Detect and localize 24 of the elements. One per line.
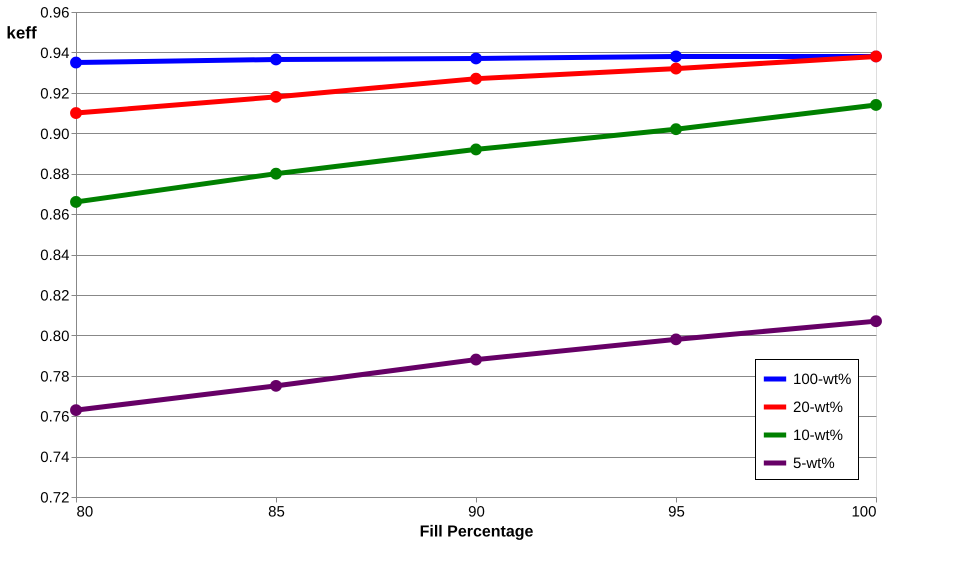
y-tick-label: 0.76: [40, 408, 70, 426]
x-tick-label: 85: [268, 504, 285, 520]
legend-label: 20-wt%: [793, 399, 844, 416]
y-tick-label: 0.72: [40, 490, 70, 506]
x-tick-label: 90: [468, 504, 485, 520]
x-tick-label: 80: [76, 504, 94, 520]
y-tick-label: 0.82: [40, 287, 70, 304]
y-tick-label: 0.80: [40, 328, 70, 345]
y-tick-label: 0.86: [40, 206, 70, 224]
y-tick-label: 0.88: [40, 166, 70, 184]
y-tick-label: 0.96: [40, 4, 70, 22]
y-tick-label: 0.92: [40, 85, 70, 102]
y-tick-label: 0.84: [40, 247, 70, 264]
y-tick-label: 0.90: [40, 126, 70, 143]
legend-label: 10-wt%: [793, 427, 844, 444]
y-axis-title: keff: [6, 24, 37, 42]
x-tick-label: 95: [668, 504, 685, 520]
x-tick-label: 100: [851, 504, 876, 520]
y-tick-label: 0.94: [40, 44, 70, 62]
y-tick-label: 0.78: [40, 368, 70, 386]
legend-label: 5-wt%: [793, 455, 835, 472]
legend-label: 100-wt%: [793, 371, 852, 388]
y-tick-label: 0.74: [40, 449, 70, 466]
x-axis-title: Fill Percentage: [420, 524, 534, 540]
